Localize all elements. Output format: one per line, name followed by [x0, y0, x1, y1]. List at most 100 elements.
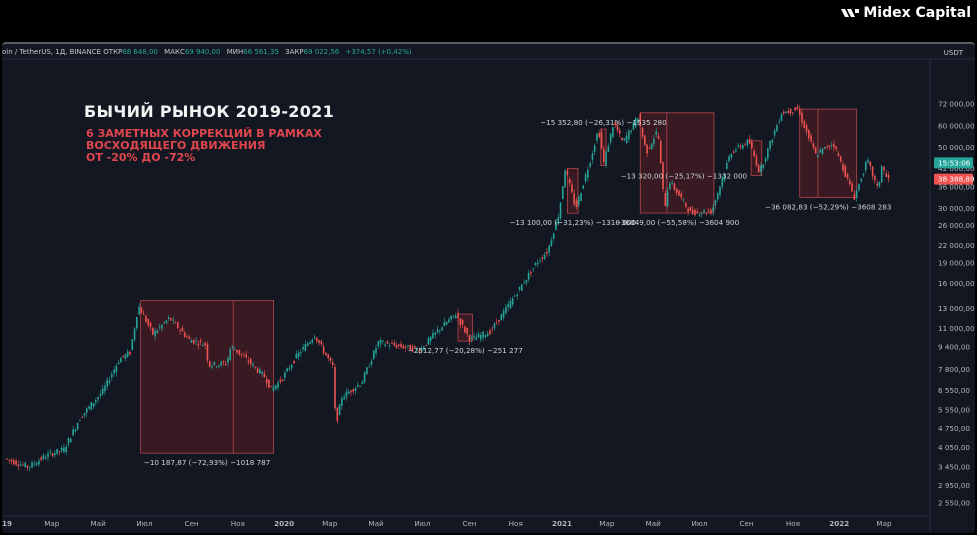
candle-body-116: [268, 379, 270, 388]
y-tick-label-4: 42 000,00: [938, 164, 975, 173]
candle-body-144: [331, 362, 334, 365]
candle-body-247: [566, 170, 569, 176]
candle-body-223: [511, 298, 514, 305]
price-chart[interactable]: −10 187,87 (−72,93%) −1018 787 −2512,77 (…: [2, 44, 975, 533]
candle-body-14: [35, 463, 38, 466]
candle-body-95: [220, 362, 222, 366]
candle-body-76: [177, 322, 179, 329]
candle-body-57: [133, 328, 136, 340]
chart-window: −10 187,87 (−72,93%) −1018 787 −2512,77 (…: [2, 42, 975, 533]
candle-body-261: [598, 133, 601, 137]
candle-body-297: [680, 193, 683, 198]
candle-body-159: [366, 367, 368, 375]
x-tick-label-14: Мар: [599, 519, 615, 528]
candle-body-105: [243, 355, 245, 357]
candle-body-214: [491, 328, 493, 330]
candle-body-37: [88, 406, 90, 409]
x-tick-label-5: Сен: [184, 519, 198, 528]
correction-box-7: [799, 108, 858, 198]
candle-body-97: [224, 363, 227, 366]
candle-body-110: [254, 366, 257, 368]
candle-body-162: [372, 350, 375, 360]
x-tick-label-2: Мар: [44, 519, 60, 528]
candle-body-92: [213, 361, 216, 365]
candle-body-322: [737, 145, 740, 147]
candle-body-61: [142, 313, 145, 315]
candle-body-360: [823, 146, 826, 149]
candle-body-182: [418, 350, 421, 353]
y-tick-label-20: 2 950,00: [938, 481, 970, 490]
candle-body-56: [131, 339, 134, 351]
symbol-label[interactable]: oin / TetherUS, 1Д, BINANCE: [2, 48, 102, 56]
candle-body-9: [24, 462, 27, 467]
candle-body-290: [664, 192, 667, 206]
candle-body-379: [867, 160, 869, 163]
candle-body-100: [231, 346, 234, 348]
candle-body-287: [657, 135, 660, 139]
candle-body-264: [605, 151, 607, 166]
candle-body-99: [229, 348, 232, 360]
candle-body-163: [375, 348, 377, 354]
candle-body-319: [730, 154, 733, 158]
price-tag-bg-1: [934, 157, 973, 169]
candle-body-349: [798, 109, 801, 115]
candle-body-351: [803, 121, 806, 129]
currency-label[interactable]: USDT: [943, 49, 963, 57]
candle-body-45: [106, 379, 109, 387]
candle-body-332: [760, 165, 762, 173]
candle-body-207: [475, 337, 478, 340]
candle-body-334: [764, 158, 767, 162]
x-tick-label-8: Мар: [322, 519, 338, 528]
candle-body-69: [161, 324, 163, 329]
candle-body-336: [769, 140, 771, 149]
candle-body-220: [505, 306, 507, 314]
candle-body-88: [204, 342, 206, 346]
candle-body-124: [286, 368, 288, 372]
candle-body-126: [290, 365, 293, 368]
candle-body-80: [186, 336, 188, 338]
candle-body-168: [386, 341, 389, 344]
candle-body-277: [634, 118, 637, 127]
candle-body-350: [801, 112, 803, 123]
candle-body-172: [395, 344, 398, 348]
candle-body-224: [514, 295, 516, 297]
candle-body-306: [700, 213, 703, 215]
candle-body-305: [698, 214, 701, 216]
candle-body-66: [154, 330, 156, 337]
subtitle-line-2: ВОСХОДЯЩЕГО ДВИЖЕНИЯ: [86, 139, 266, 152]
candle-body-244: [559, 202, 562, 219]
candle-body-193: [443, 321, 446, 327]
candle-body-203: [466, 328, 468, 334]
x-tick-label-9: Май: [368, 519, 384, 528]
candle-body-338: [773, 130, 776, 136]
candle-body-204: [468, 335, 471, 342]
candle-body-227: [521, 284, 523, 291]
candle-body-241: [552, 233, 555, 239]
low-value: 66 561,35: [243, 48, 279, 56]
candle-body-367: [839, 156, 842, 162]
x-tick-label-7: 2020: [274, 519, 294, 528]
candle-body-104: [240, 353, 243, 355]
candle-body-93: [215, 366, 218, 368]
candle-body-384: [878, 181, 881, 187]
candle-body-314: [719, 186, 721, 196]
candle-body-280: [641, 127, 644, 137]
close-label: ЗАКР: [285, 48, 304, 56]
candle-body-387: [885, 173, 888, 177]
candle-body-318: [728, 156, 730, 162]
candle-body-55: [129, 351, 131, 355]
candle-body-133: [306, 343, 309, 346]
candle-body-256: [587, 169, 589, 178]
candle-body-7: [19, 464, 22, 466]
candle-body-238: [546, 251, 548, 254]
candle-body-361: [826, 147, 828, 148]
candle-body-304: [696, 211, 699, 213]
candle-body-196: [450, 315, 452, 320]
candle-body-64: [149, 322, 152, 327]
y-tick-label-1: 72 000,00: [938, 100, 975, 109]
candle-body-147: [338, 404, 341, 416]
candle-body-186: [427, 337, 430, 345]
candle-body-48: [113, 369, 115, 374]
candle-body-35: [83, 413, 86, 416]
candle-body-114: [263, 373, 266, 378]
